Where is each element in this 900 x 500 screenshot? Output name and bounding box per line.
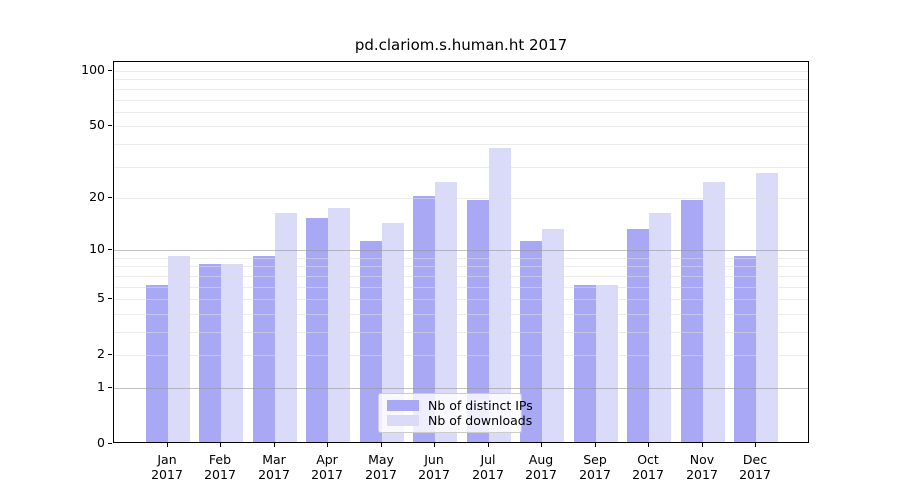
bar-downloads-sep [595,284,618,442]
gridline [114,112,808,113]
y-tick-label: 5 [97,290,105,305]
bar-downloads-apr [328,208,351,442]
bar-downloads-aug [542,228,565,442]
bar-downloads-feb [221,264,244,442]
y-axis-tick [108,443,112,444]
y-tick-label: 100 [81,62,105,77]
bar-downloads-dec [756,172,779,442]
bar-ips-jan [145,284,168,442]
chart-title: pd.clariom.s.human.ht 2017 [354,36,568,54]
x-tick-label: May 2017 [365,452,397,482]
legend-swatch-downloads [387,415,419,427]
y-axis-tick [108,354,112,355]
gridline [114,388,808,389]
y-axis-tick [108,197,112,198]
y-axis-tick [108,387,112,388]
y-tick-label: 20 [89,189,105,204]
bar-downloads-nov [702,181,725,442]
bar-ips-apr [306,217,329,442]
bar-ips-feb [199,264,222,442]
legend-swatch-distinct-ips [387,399,419,411]
x-axis-tick [541,443,542,447]
bar-downloads-mar [274,213,297,442]
y-axis-tick [108,125,112,126]
gridline [114,71,808,72]
x-tick-label: Jul 2017 [472,452,504,482]
bar-ips-may [359,241,382,442]
gridline [114,79,808,80]
bar-ips-nov [680,199,703,442]
bar-ips-sep [573,284,596,442]
bar-downloads-oct [649,213,672,442]
bar-ips-jun [413,196,436,442]
gridline [114,144,808,145]
y-tick-label: 50 [89,117,105,132]
x-tick-label: Jan 2017 [151,452,183,482]
y-tick-label: 0 [97,435,105,450]
x-tick-label: Feb 2017 [204,452,236,482]
x-tick-label: Dec 2017 [739,452,771,482]
x-tick-label: Sep 2017 [579,452,611,482]
bar-ips-oct [627,228,650,442]
gridline [114,355,808,356]
legend-item-distinct-ips: Nb of distinct IPs [387,398,533,413]
gridline [114,332,808,333]
x-tick-label: Mar 2017 [258,452,290,482]
x-axis-tick [327,443,328,447]
legend: Nb of distinct IPs Nb of downloads [378,393,533,433]
gridline [114,167,808,168]
gridline [114,126,808,127]
gridline [114,314,808,315]
y-axis-tick [108,249,112,250]
bar-downloads-jul [488,148,511,442]
x-axis-tick [648,443,649,447]
bar-downloads-jun [435,181,458,442]
x-tick-label: Oct 2017 [632,452,664,482]
y-axis-tick [108,298,112,299]
x-axis-tick [381,443,382,447]
y-tick-label: 2 [97,346,105,361]
bar-ips-mar [252,255,275,442]
legend-label-downloads: Nb of downloads [428,413,533,429]
bar-downloads-jan [167,255,190,442]
x-axis-tick [755,443,756,447]
legend-label-distinct-ips: Nb of distinct IPs [428,397,533,413]
gridline [114,258,808,259]
gridline [114,287,808,288]
gridline [114,276,808,277]
x-axis-tick [434,443,435,447]
x-tick-label: Apr 2017 [311,452,343,482]
legend-item-downloads: Nb of downloads [387,413,532,428]
y-tick-label: 1 [97,379,105,394]
gridline [114,100,808,101]
x-tick-label: Nov 2017 [686,452,718,482]
gridline [114,299,808,300]
y-axis-tick [108,70,112,71]
gridline [114,198,808,199]
gridline [114,266,808,267]
x-tick-label: Aug 2017 [525,452,557,482]
x-axis-tick [274,443,275,447]
x-axis-tick [488,443,489,447]
bar-ips-dec [734,255,757,442]
plot-area [113,61,809,443]
x-tick-label: Jun 2017 [418,452,450,482]
bar-ips-jul [466,199,489,442]
x-axis-tick [220,443,221,447]
x-axis-tick [702,443,703,447]
gridline [114,89,808,90]
y-tick-label: 10 [89,241,105,256]
gridline [114,250,808,251]
x-axis-tick [167,443,168,447]
bar-ips-aug [520,241,543,442]
x-axis-tick [595,443,596,447]
